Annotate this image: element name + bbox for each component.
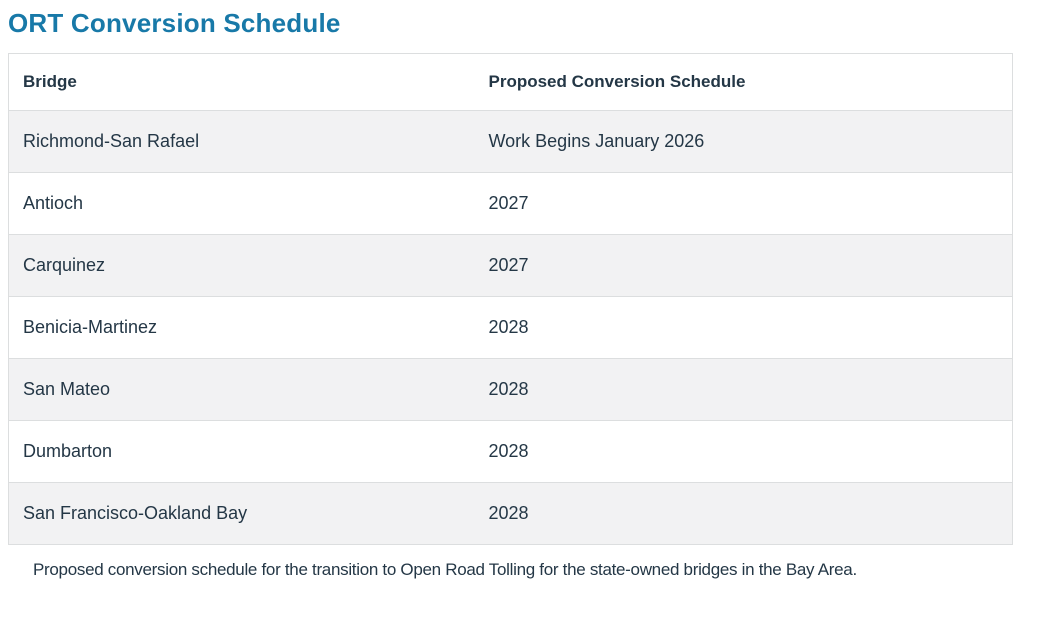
conversion-schedule-table: Bridge Proposed Conversion Schedule Rich… — [8, 53, 1013, 546]
table-row: Carquinez 2027 — [8, 234, 1013, 298]
table-row: Richmond-San Rafael Work Begins January … — [8, 110, 1013, 174]
schedule-cell: Work Begins January 2026 — [474, 110, 1013, 174]
page: ORT Conversion Schedule Bridge Proposed … — [8, 8, 1013, 580]
table-header-row: Bridge Proposed Conversion Schedule — [8, 53, 1013, 112]
schedule-cell: 2028 — [474, 296, 1013, 360]
bridge-cell: Dumbarton — [8, 420, 475, 484]
schedule-cell: 2028 — [474, 420, 1013, 484]
table-header-schedule: Proposed Conversion Schedule — [474, 53, 1013, 112]
table-row: San Mateo 2028 — [8, 358, 1013, 422]
schedule-cell: 2027 — [474, 172, 1013, 236]
page-title: ORT Conversion Schedule — [8, 8, 341, 38]
table-caption: Proposed conversion schedule for the tra… — [33, 560, 857, 580]
table-header-bridge: Bridge — [8, 53, 475, 112]
bridge-cell: Benicia-Martinez — [8, 296, 475, 360]
table-row: Antioch 2027 — [8, 172, 1013, 236]
bridge-cell: Antioch — [8, 172, 475, 236]
bridge-cell: San Mateo — [8, 358, 475, 422]
table-row: Benicia-Martinez 2028 — [8, 296, 1013, 360]
table-row: San Francisco-Oakland Bay 2028 — [8, 482, 1013, 546]
bridge-cell: Carquinez — [8, 234, 475, 298]
schedule-cell: 2027 — [474, 234, 1013, 298]
schedule-cell: 2028 — [474, 358, 1013, 422]
bridge-cell: Richmond-San Rafael — [8, 110, 475, 174]
bridge-cell: San Francisco-Oakland Bay — [8, 482, 475, 546]
table-row: Dumbarton 2028 — [8, 420, 1013, 484]
schedule-cell: 2028 — [474, 482, 1013, 546]
